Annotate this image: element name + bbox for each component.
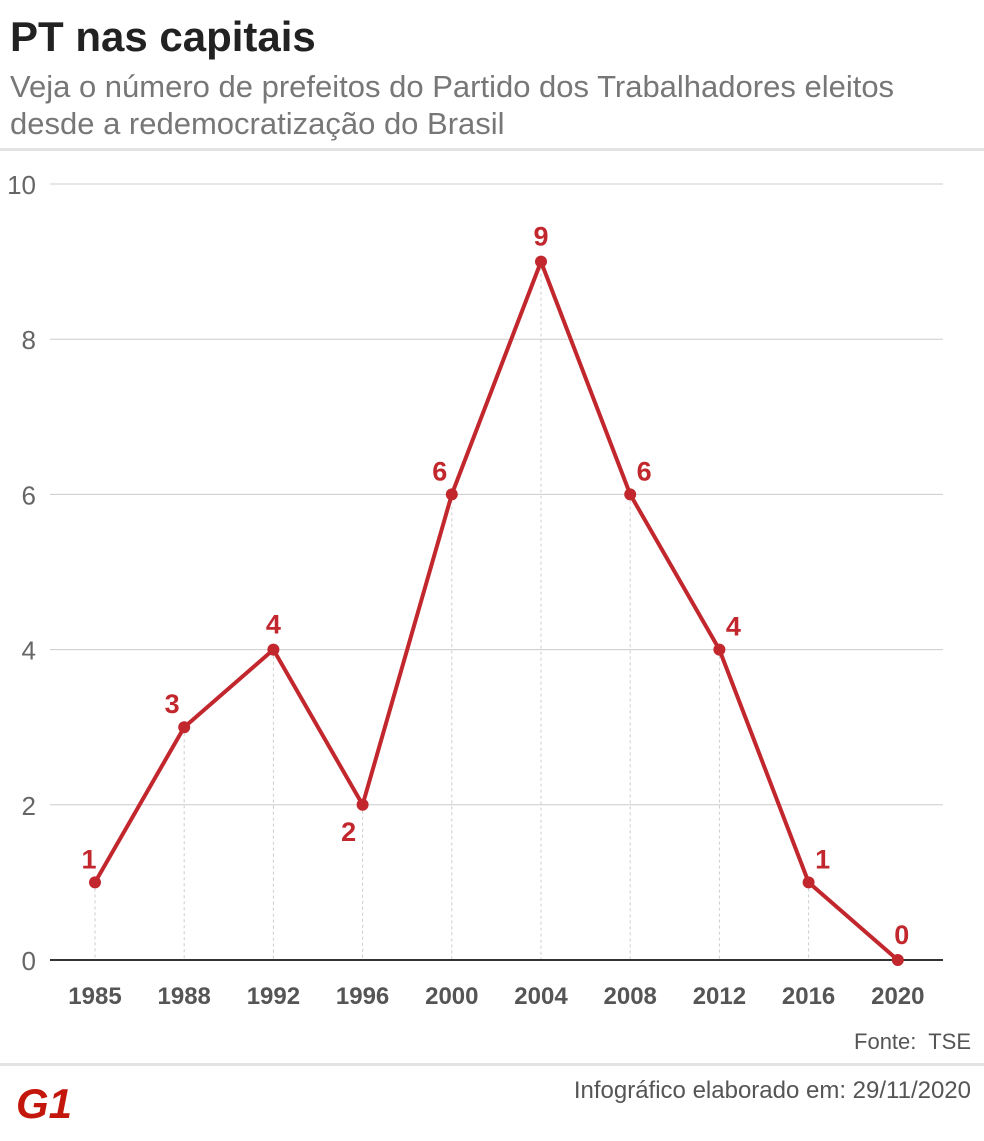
footer-divider <box>0 1063 984 1066</box>
chart-subtitle: Veja o número de prefeitos do Partido do… <box>10 69 895 142</box>
data-label-2004: 9 <box>533 222 548 252</box>
x-tick-label-2012: 2012 <box>693 983 746 1010</box>
x-tick-label-2008: 2008 <box>604 983 657 1010</box>
chart-title: PT nas capitais <box>10 13 316 60</box>
data-label-2000: 6 <box>432 456 447 486</box>
x-tick-label-2016: 2016 <box>782 983 835 1010</box>
g1-logo: G1 <box>16 1080 72 1122</box>
data-label-2020: 0 <box>894 920 909 950</box>
data-label-2012: 4 <box>726 612 741 642</box>
data-label-2008: 6 <box>637 456 652 486</box>
data-point-2008 <box>624 488 637 501</box>
x-tick-label-1988: 1988 <box>158 983 211 1010</box>
data-label-1988: 3 <box>165 689 180 719</box>
data-label-2016: 1 <box>815 844 830 874</box>
data-point-1985 <box>89 876 101 889</box>
series-line <box>93 259 900 962</box>
y-tick-label-4: 4 <box>22 636 36 666</box>
data-point-2020 <box>891 954 904 966</box>
data-label-1996: 2 <box>341 817 356 847</box>
y-tick-label-6: 6 <box>22 480 36 510</box>
y-tick-label-0: 0 <box>22 946 36 976</box>
data-point-1992 <box>267 643 280 656</box>
x-tick-label-1985: 1985 <box>68 983 121 1010</box>
g1-logo-text: G1 <box>16 1080 72 1122</box>
data-label-1985: 1 <box>81 844 96 874</box>
y-tick-label-8: 8 <box>22 325 36 355</box>
y-tick-label-10: 10 <box>7 170 36 200</box>
x-tick-label-1992: 1992 <box>247 983 300 1010</box>
x-tick-label-2020: 2020 <box>871 983 924 1010</box>
header-divider <box>0 148 984 151</box>
data-point-2012 <box>713 643 726 656</box>
source-note: Fonte: TSE <box>854 1029 971 1054</box>
data-point-1996 <box>356 798 369 811</box>
data-point-2000 <box>445 488 458 501</box>
data-point-2016 <box>802 876 815 889</box>
data-point-1988 <box>178 721 191 734</box>
x-tick-label-1996: 1996 <box>336 983 389 1010</box>
x-tick-label-2004: 2004 <box>514 983 568 1010</box>
data-point-2004 <box>535 255 547 268</box>
y-tick-label-2: 2 <box>22 791 36 821</box>
x-tick-label-2000: 2000 <box>425 983 478 1010</box>
data-label-1992: 4 <box>266 610 281 640</box>
footer-credit: Infográfico elaborado em: 29/11/2020 <box>573 1077 971 1104</box>
